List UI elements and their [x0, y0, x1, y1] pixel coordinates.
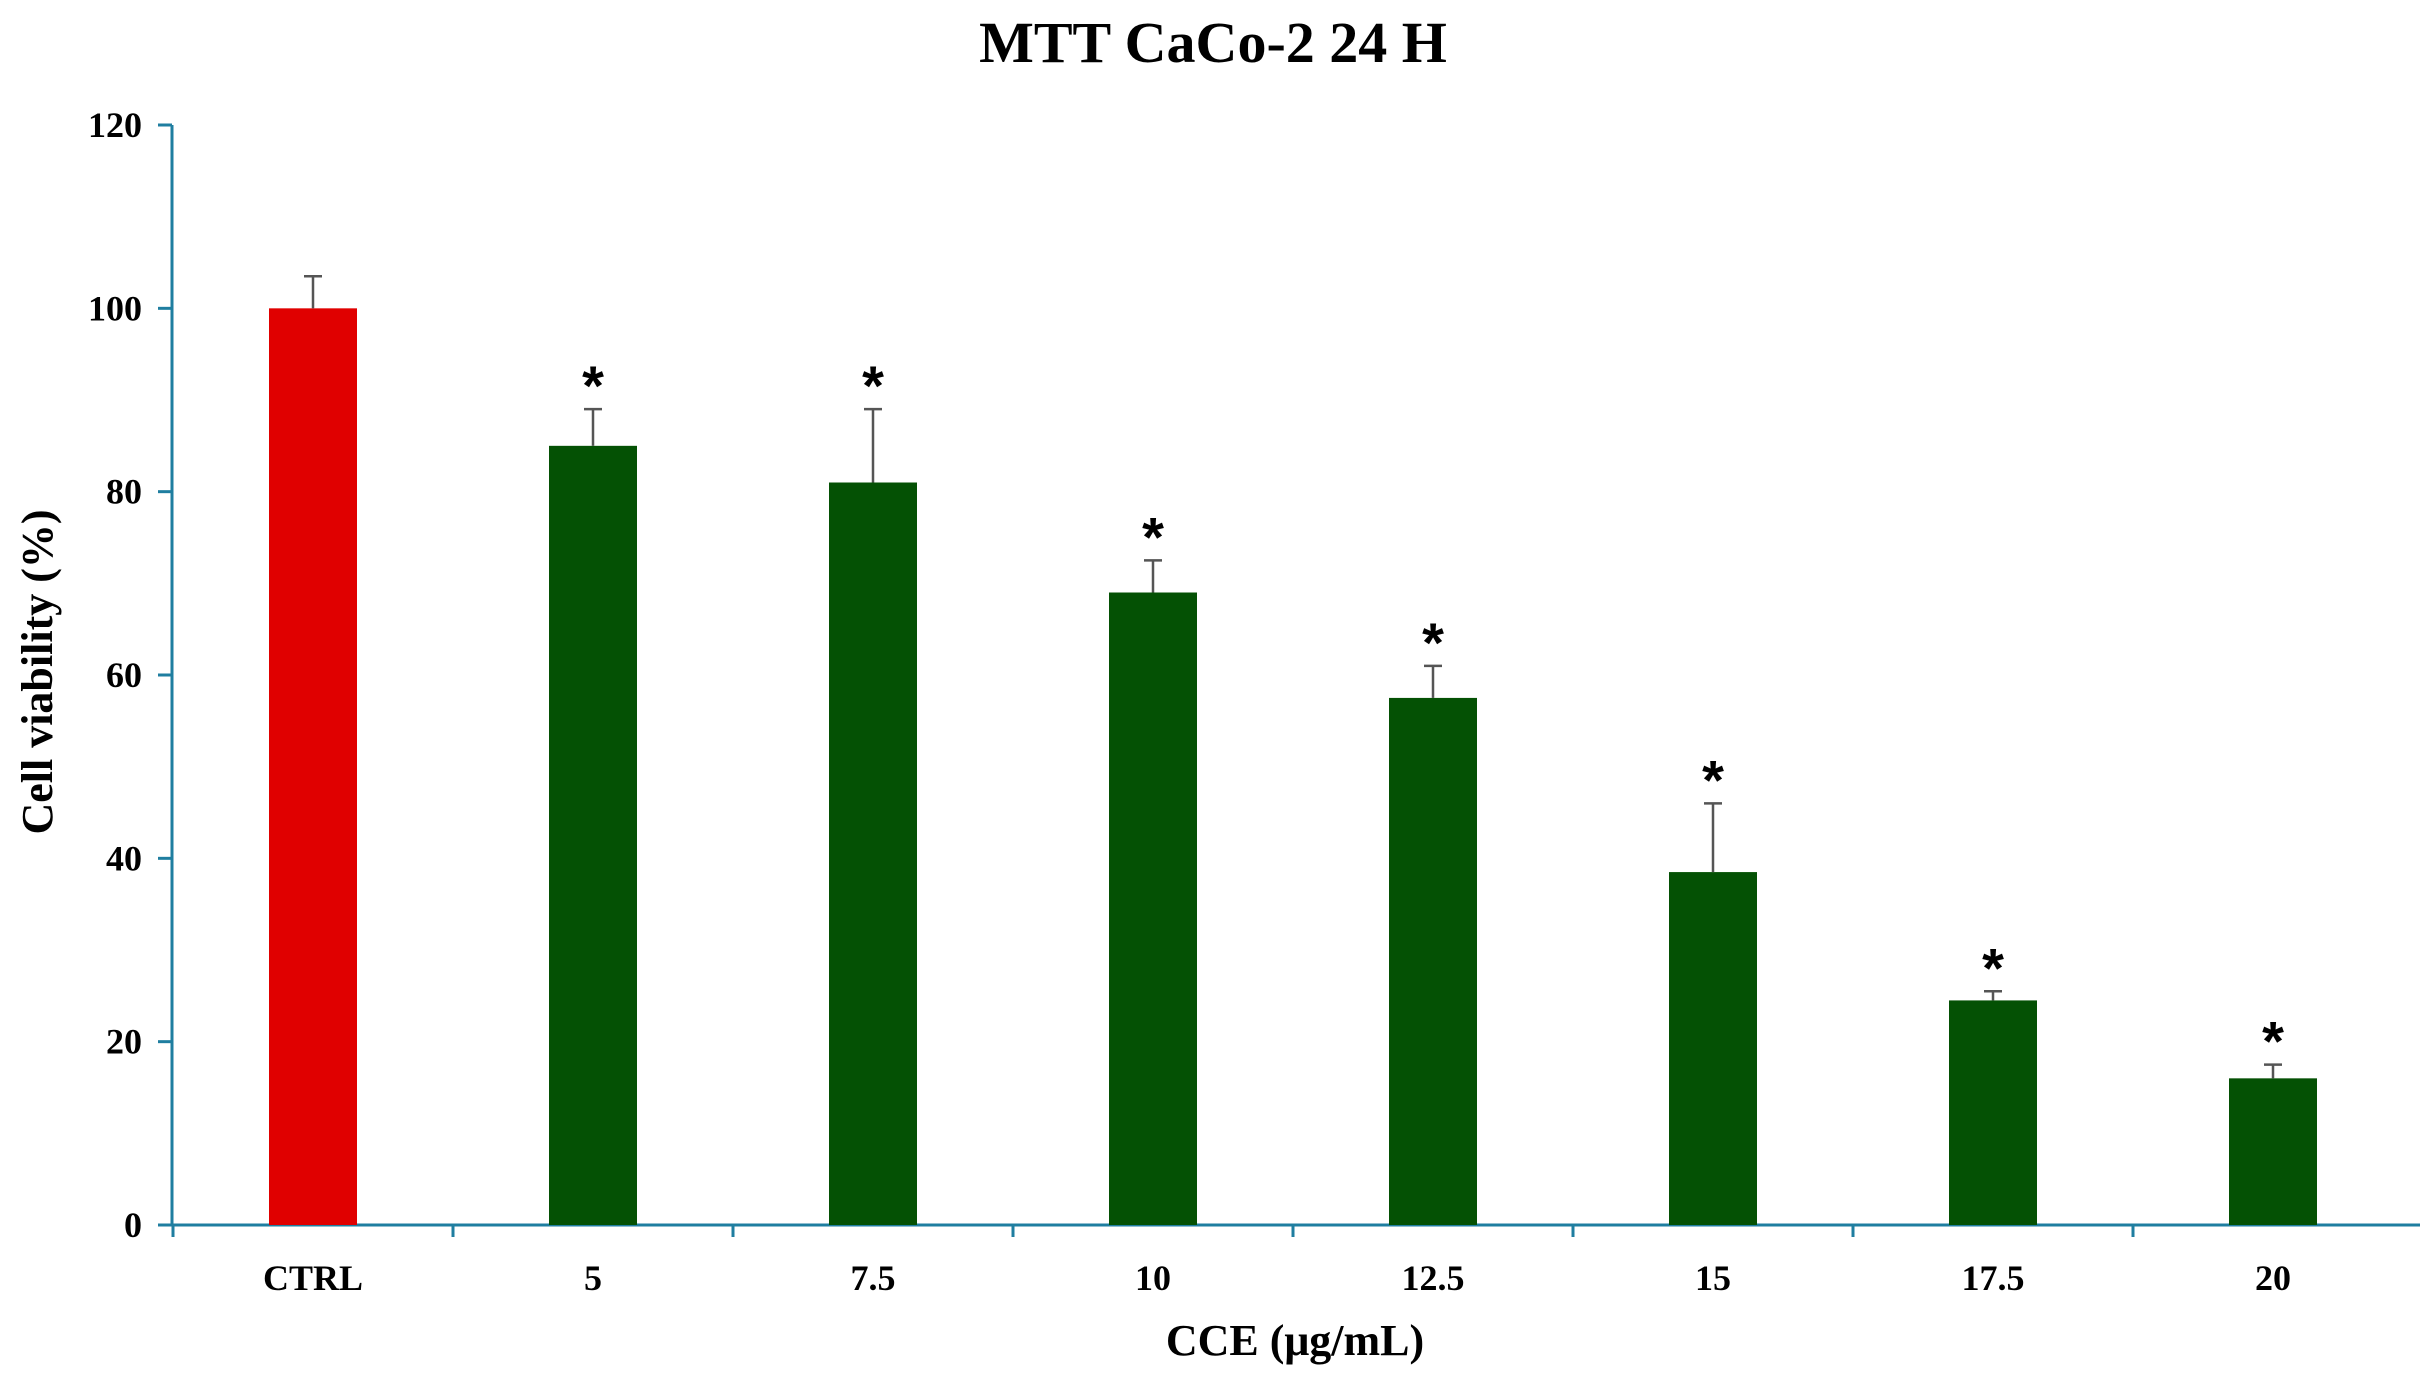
y-tick-label: 120 — [88, 105, 142, 145]
significance-star: * — [862, 354, 884, 417]
bar-5 — [549, 445, 637, 1225]
y-tick-label: 80 — [106, 472, 142, 512]
x-tick-label: 15 — [1695, 1258, 1731, 1298]
x-tick-label: 10 — [1135, 1258, 1171, 1298]
x-tick-label: 5 — [584, 1258, 602, 1298]
significance-star: * — [582, 354, 604, 417]
bars-group: * * * * * * * — [269, 275, 2317, 1225]
bar-15 — [1669, 872, 1757, 1225]
chart-title: MTT CaCo-2 24 H — [979, 10, 1447, 75]
bar-12.5 — [1389, 697, 1477, 1225]
y-tick-label: 60 — [106, 655, 142, 695]
significance-star: * — [1142, 505, 1164, 568]
y-tick-label: 20 — [106, 1022, 142, 1062]
x-tick-label: CTRL — [263, 1258, 363, 1298]
x-tick-label: 7.5 — [851, 1258, 896, 1298]
bar-7.5 — [829, 482, 917, 1225]
significance-star: * — [1422, 611, 1444, 674]
bar-CTRL — [269, 308, 357, 1225]
significance-star: * — [2262, 1010, 2284, 1073]
ticks-group: 0 20 40 60 80 100 120 CTRL 5 7.5 10 12.5 15 17.5 20 — [88, 105, 2291, 1298]
y-axis-label: Cell viability (%) — [13, 509, 62, 834]
y-tick-label: 40 — [106, 838, 142, 878]
x-tick-label: 20 — [2255, 1258, 2291, 1298]
y-tick-label: 0 — [124, 1205, 142, 1245]
bar-20 — [2229, 1078, 2317, 1225]
bar-17.5 — [1949, 1000, 2037, 1225]
axes — [170, 125, 2420, 1227]
significance-star: * — [1702, 748, 1724, 811]
significance-star: * — [1982, 936, 2004, 999]
bar-10 — [1109, 592, 1197, 1225]
x-axis-label: CCE (μg/mL) — [1166, 1316, 1424, 1365]
x-tick-label: 17.5 — [1962, 1258, 2025, 1298]
y-tick-label: 100 — [88, 288, 142, 328]
x-tick-label: 12.5 — [1402, 1258, 1465, 1298]
